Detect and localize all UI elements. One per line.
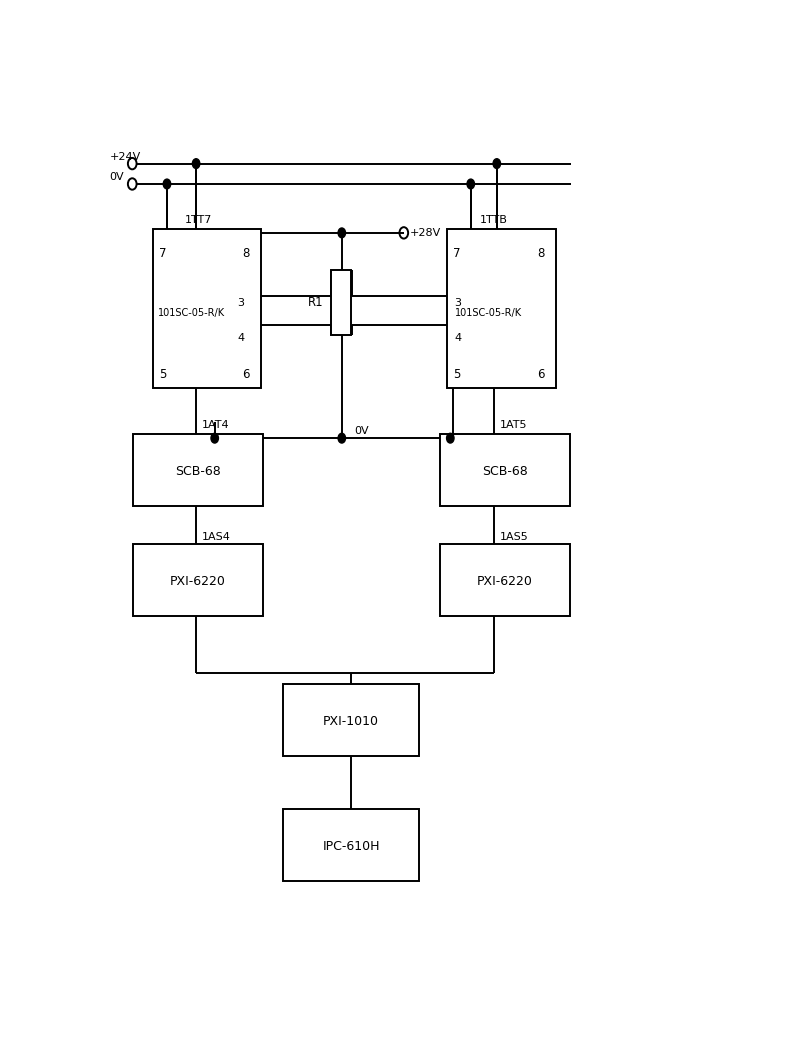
Text: +24V: +24V xyxy=(110,152,141,162)
Bar xyxy=(440,434,570,506)
Text: 8: 8 xyxy=(242,247,250,260)
Text: 101SC-05-R/K: 101SC-05-R/K xyxy=(454,308,522,317)
Text: 1TT7: 1TT7 xyxy=(186,215,213,224)
Bar xyxy=(440,544,570,616)
Bar xyxy=(447,229,556,387)
Text: 8: 8 xyxy=(537,247,545,260)
Text: 101SC-05-R/K: 101SC-05-R/K xyxy=(158,308,225,317)
Text: 0V: 0V xyxy=(110,172,124,182)
Text: 1TTB: 1TTB xyxy=(480,215,508,224)
Text: 4: 4 xyxy=(454,333,462,343)
Text: SCB-68: SCB-68 xyxy=(175,466,221,478)
Text: 6: 6 xyxy=(537,368,545,381)
Text: 3: 3 xyxy=(238,298,245,308)
Text: R1: R1 xyxy=(308,295,323,309)
Circle shape xyxy=(163,179,170,189)
Text: 7: 7 xyxy=(159,247,166,260)
Circle shape xyxy=(493,159,501,168)
Bar xyxy=(331,270,351,334)
Text: PXI-1010: PXI-1010 xyxy=(323,715,379,728)
Bar xyxy=(133,544,263,616)
Text: 0V: 0V xyxy=(354,425,369,436)
Circle shape xyxy=(467,179,474,189)
Circle shape xyxy=(192,159,200,168)
Circle shape xyxy=(211,434,218,443)
Bar xyxy=(283,808,419,880)
Text: 1AT4: 1AT4 xyxy=(202,420,230,430)
Circle shape xyxy=(338,227,346,238)
Text: IPC-610H: IPC-610H xyxy=(322,840,380,853)
Circle shape xyxy=(446,434,454,443)
Text: 5: 5 xyxy=(159,368,166,381)
Text: 1AS4: 1AS4 xyxy=(202,531,231,542)
Text: 6: 6 xyxy=(242,368,250,381)
Text: 1AS5: 1AS5 xyxy=(500,531,529,542)
Text: 1AT5: 1AT5 xyxy=(500,420,527,430)
Text: 3: 3 xyxy=(454,298,462,308)
Bar xyxy=(153,229,261,387)
Bar xyxy=(283,685,419,755)
Bar xyxy=(133,434,263,506)
Text: 4: 4 xyxy=(238,333,245,343)
Text: PXI-6220: PXI-6220 xyxy=(477,576,533,588)
Text: SCB-68: SCB-68 xyxy=(482,466,528,478)
Circle shape xyxy=(338,434,346,443)
Text: +28V: +28V xyxy=(410,227,442,238)
Text: 5: 5 xyxy=(454,368,461,381)
Text: PXI-6220: PXI-6220 xyxy=(170,576,226,588)
Text: 7: 7 xyxy=(454,247,461,260)
